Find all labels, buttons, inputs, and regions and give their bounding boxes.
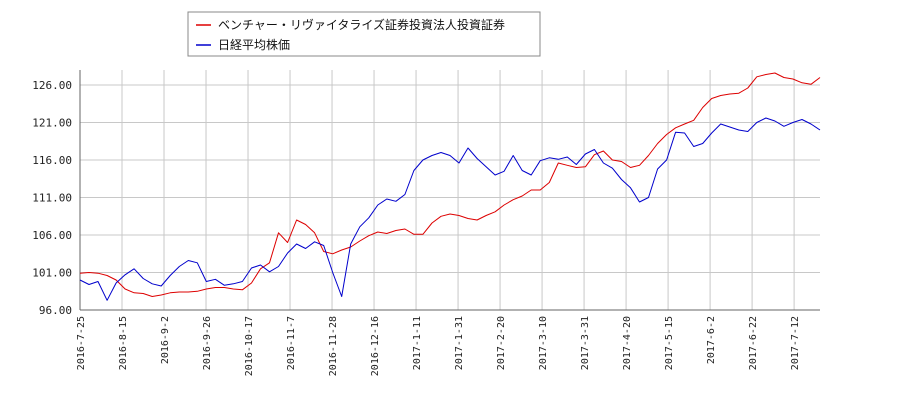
x-tick-label: 2017-1-11 [412,316,423,370]
y-axis-ticks: 96.00 101.00 106.00 111.00 116.00 121.00 126.0… [32,79,72,317]
y-tick-label: 101.00 [32,267,72,280]
grid [79,70,820,311]
x-tick-label: 2016-7-25 [76,316,87,370]
x-tick-label: 2016-9-26 [202,316,213,370]
y-tick-label: 106.00 [32,229,72,242]
x-tick-label: 2017-1-31 [454,316,465,370]
x-tick-label: 2017-2-20 [496,316,507,370]
y-tick-label: 126.00 [32,79,72,92]
legend-box [187,11,541,57]
x-tick-label: 2017-3-31 [580,316,591,370]
series-line-nikkei [79,117,821,301]
x-tick-label: 2016-8-15 [118,316,129,370]
y-tick-label: 111.00 [32,192,72,205]
series-line-venture-revitalize [79,72,821,297]
x-tick-label: 2017-7-12 [790,316,801,370]
legend-label-nikkei: 日経平均株価 [218,37,290,52]
x-tick-label: 2016-11-7 [286,316,297,370]
axes [79,70,820,311]
x-tick-label: 2017-6-22 [748,316,759,370]
legend-label-venture-revitalize: ベンチャー・リヴァイタライズ証券投資法人投資証券 [218,17,505,32]
x-tick-label: 2016-12-16 [370,316,381,376]
x-axis-ticks: 2016-7-25 2016-8-15 2016-9-2 2016-9-26 2016-… [76,316,801,376]
x-tick-label: 2016-10-17 [244,316,255,376]
x-tick-label: 2016-11-28 [328,316,339,376]
x-tick-label: 2017-4-20 [622,316,633,370]
x-tick-label: 2016-9-2 [160,316,171,364]
x-tick-label: 2017-3-10 [538,316,549,370]
y-tick-label: 121.00 [32,117,72,130]
x-tick-label: 2017-6-2 [706,316,717,364]
x-tick-label: 2017-5-15 [664,316,675,370]
y-tick-label: 116.00 [32,154,72,167]
y-tick-label: 96.00 [39,304,72,317]
series-group [79,72,821,301]
legend: ベンチャー・リヴァイタライズ証券投資法人投資証券 日経平均株価 [187,11,541,57]
plot-area [80,70,820,310]
